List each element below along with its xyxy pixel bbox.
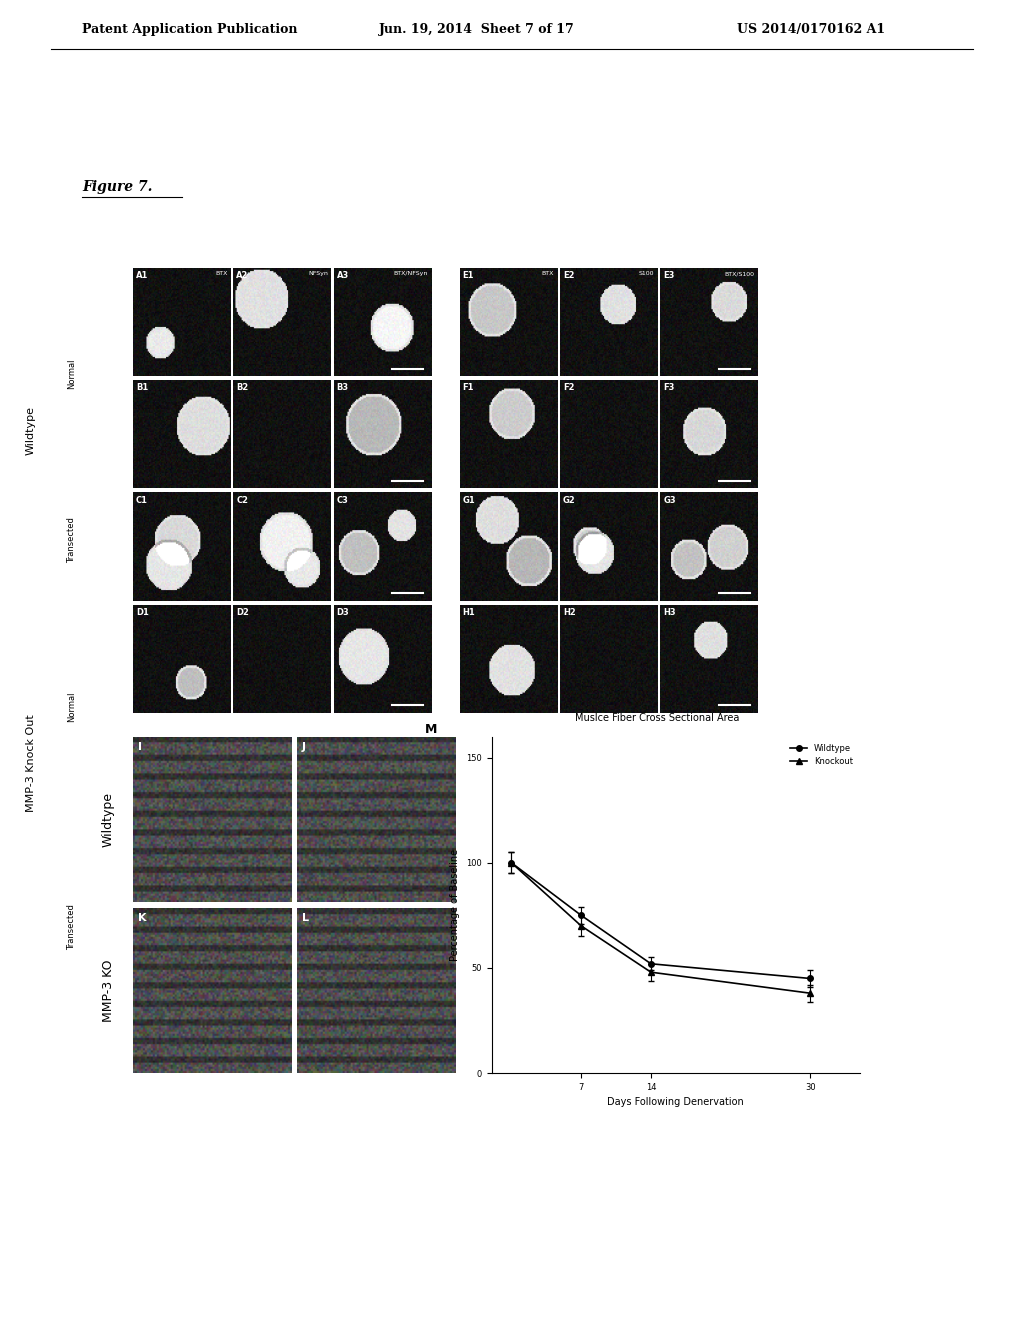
Text: F3: F3 [664, 383, 675, 392]
Text: Wildtype: Wildtype [102, 792, 115, 846]
Wildtype [804, 970, 816, 986]
Text: C1: C1 [136, 495, 148, 504]
Text: BTX/NFSyn: BTX/NFSyn [394, 271, 428, 276]
Wildtype [575, 907, 588, 923]
Text: L: L [302, 913, 308, 923]
Wildtype [645, 956, 657, 972]
Text: F2: F2 [563, 383, 574, 392]
Text: C3: C3 [337, 495, 348, 504]
Text: Wildtype: Wildtype [26, 405, 36, 455]
Text: A1: A1 [136, 271, 148, 280]
Wildtype [505, 855, 517, 871]
Text: MMP-3 KO: MMP-3 KO [102, 960, 115, 1022]
Text: E3: E3 [664, 271, 675, 280]
Text: G1: G1 [463, 495, 475, 504]
Text: Jun. 19, 2014  Sheet 7 of 17: Jun. 19, 2014 Sheet 7 of 17 [379, 22, 574, 36]
Text: B3: B3 [337, 383, 349, 392]
Text: Normal: Normal [68, 692, 76, 722]
Text: D1: D1 [136, 607, 148, 616]
Text: C2: C2 [237, 495, 249, 504]
Line: Knockout: Knockout [509, 861, 813, 997]
Knockout [645, 964, 657, 979]
Text: H3: H3 [664, 607, 676, 616]
Text: A3: A3 [337, 271, 349, 280]
Text: E2: E2 [563, 271, 574, 280]
Text: G2: G2 [563, 495, 575, 504]
Text: D2: D2 [237, 607, 249, 616]
Text: H2: H2 [563, 607, 575, 616]
Text: M: M [425, 723, 437, 737]
Text: S100: S100 [639, 271, 654, 276]
Text: MMP-3 Knock Out: MMP-3 Knock Out [26, 714, 36, 812]
Knockout [505, 855, 517, 871]
Text: K: K [138, 913, 146, 923]
Knockout [804, 985, 816, 1001]
Text: G3: G3 [664, 495, 676, 504]
Text: B1: B1 [136, 383, 148, 392]
Text: Transected: Transected [68, 517, 76, 564]
Text: J: J [302, 742, 306, 751]
Text: B2: B2 [237, 383, 249, 392]
Text: Normal: Normal [68, 359, 76, 389]
Text: Figure 7.: Figure 7. [82, 181, 153, 194]
Legend: Wildtype, Knockout: Wildtype, Knockout [787, 741, 856, 770]
Text: F1: F1 [463, 383, 474, 392]
X-axis label: Days Following Denervation: Days Following Denervation [607, 1097, 744, 1107]
Text: US 2014/0170162 A1: US 2014/0170162 A1 [737, 22, 886, 36]
Text: Transected: Transected [68, 904, 76, 950]
Text: BTX: BTX [215, 271, 227, 276]
Text: A2: A2 [237, 271, 249, 280]
Y-axis label: Percentage of Baseline: Percentage of Baseline [451, 849, 461, 961]
Text: D3: D3 [337, 607, 349, 616]
Text: Muslce Fiber Cross Sectional Area: Muslce Fiber Cross Sectional Area [575, 713, 739, 723]
Text: Patent Application Publication: Patent Application Publication [82, 22, 297, 36]
Text: I: I [138, 742, 142, 751]
Text: BTX: BTX [542, 271, 554, 276]
Knockout [575, 917, 588, 933]
Text: H1: H1 [463, 607, 475, 616]
Text: BTX/S100: BTX/S100 [725, 271, 755, 276]
Text: NFSyn: NFSyn [308, 271, 328, 276]
Line: Wildtype: Wildtype [509, 861, 813, 981]
Text: E1: E1 [463, 271, 474, 280]
